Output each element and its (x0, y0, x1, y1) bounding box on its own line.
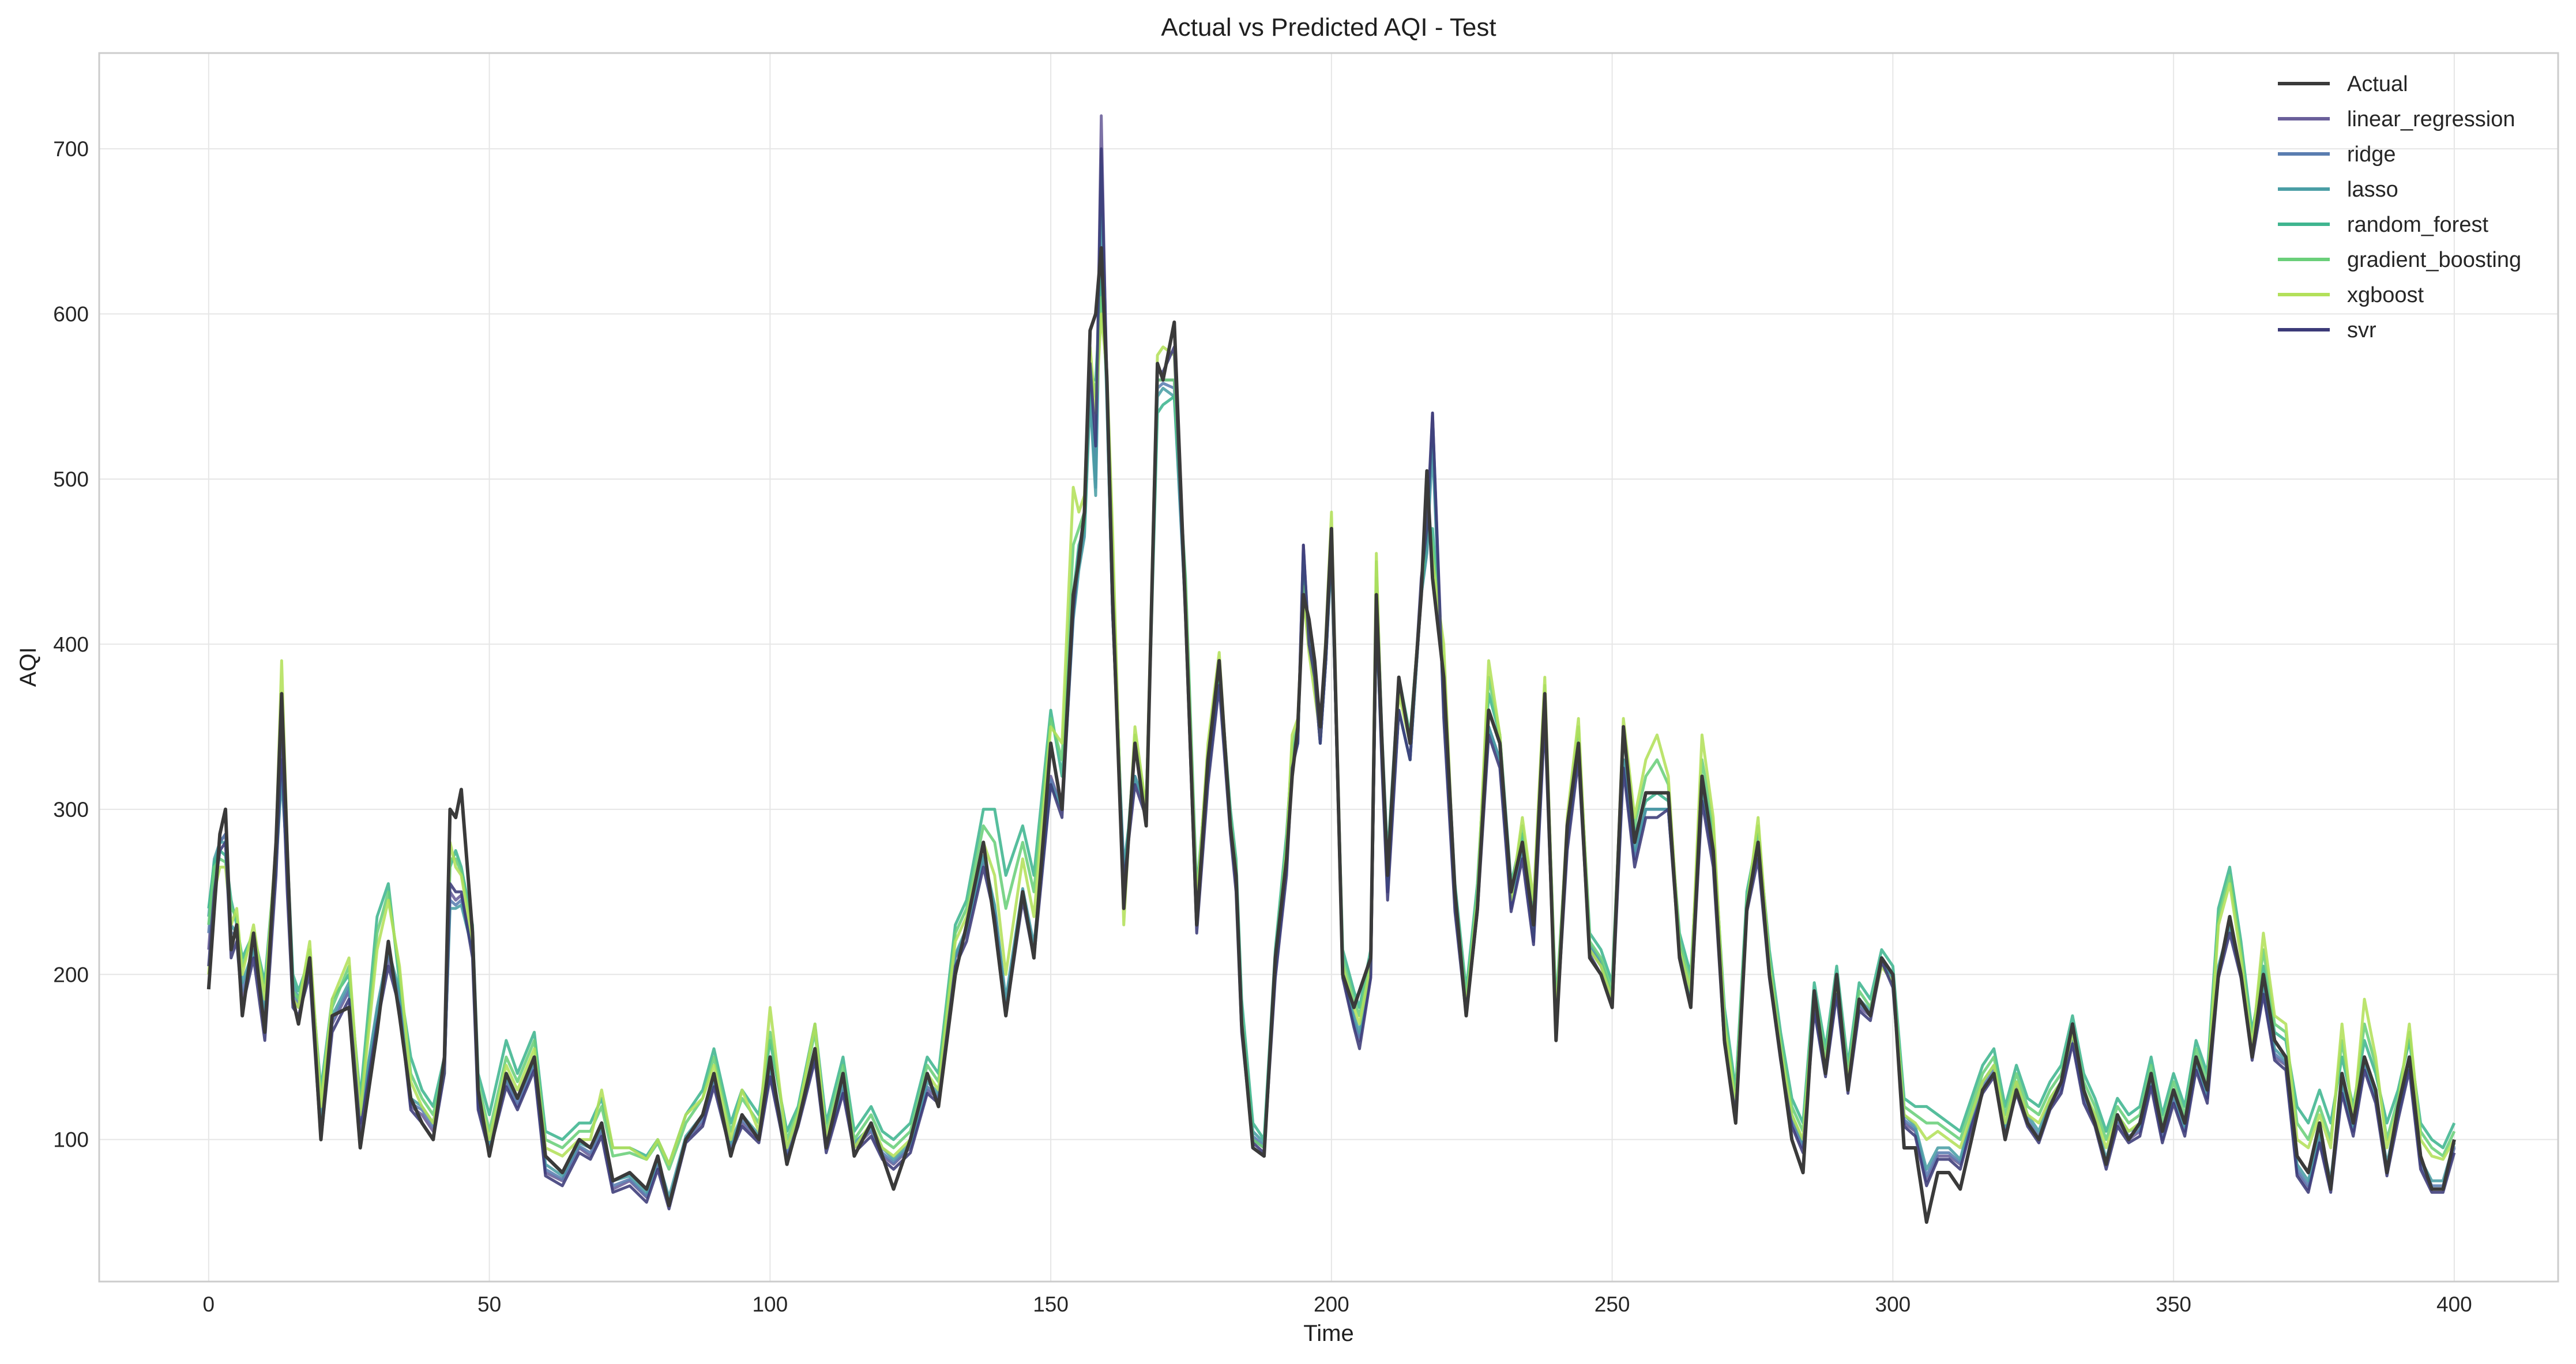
chart-title: Actual vs Predicted AQI - Test (1161, 13, 1496, 42)
x-tick-label: 150 (1033, 1293, 1069, 1316)
y-tick-label: 700 (53, 137, 89, 161)
legend-label-random-forest: random_forest (2347, 213, 2488, 237)
x-tick-label: 400 (2436, 1293, 2472, 1316)
legend-label-xgboost: xgboost (2347, 283, 2424, 307)
y-axis-label: AQI (16, 647, 41, 687)
x-tick-label: 350 (2156, 1293, 2191, 1316)
x-axis-label: Time (1303, 1321, 1353, 1346)
legend-label-gradient-boosting: gradient_boosting (2347, 248, 2521, 272)
x-tick-label: 200 (1314, 1293, 1349, 1316)
x-tick-label: 50 (477, 1293, 501, 1316)
y-tick-label: 200 (53, 963, 89, 986)
x-tick-label: 300 (1875, 1293, 1911, 1316)
y-tick-label: 100 (53, 1128, 89, 1152)
x-tick-label: 0 (203, 1293, 215, 1316)
plot-area-frame (98, 52, 2559, 1283)
y-tick-label: 500 (53, 468, 89, 491)
series-layer (206, 114, 2456, 1224)
x-tick-label: 250 (1595, 1293, 1630, 1316)
legend-label-svr: svr (2347, 318, 2376, 342)
y-tick-label: 600 (53, 303, 89, 326)
legend-label-linear-regression: linear_regression (2347, 107, 2515, 131)
legend-label-actual: Actual (2347, 72, 2408, 96)
series-line-actual (206, 246, 2456, 1224)
y-tick-label: 400 (53, 632, 89, 656)
grid-layer (99, 53, 2558, 1282)
x-tick-label: 100 (752, 1293, 788, 1316)
y-tick-label: 300 (53, 798, 89, 822)
legend-label-lasso: lasso (2347, 178, 2398, 202)
legend-label-ridge: ridge (2347, 142, 2396, 167)
ticks-layer: 0 50 100 150 200 250 300 350 400 100 200 300 400 500 6… (53, 137, 2472, 1316)
